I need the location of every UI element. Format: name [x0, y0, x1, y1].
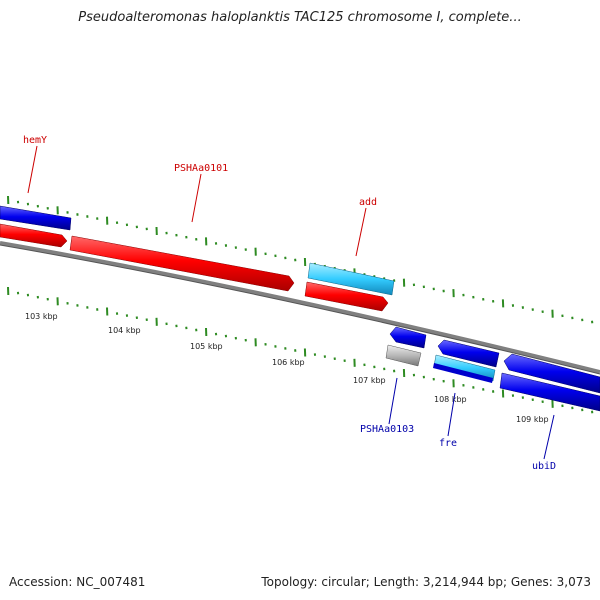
scale-label-106kbp: 106 kbp — [272, 358, 305, 367]
leader-line-ubid — [543, 414, 555, 460]
leader-line-fre — [447, 392, 456, 437]
tick-row-reverse — [7, 286, 594, 414]
gene-label-ubid[interactable]: ubiD — [532, 461, 556, 472]
accession-text: Accession: NC_007481 — [9, 575, 146, 589]
leader-line-add — [355, 207, 367, 257]
tick-row-forward — [7, 195, 594, 324]
leader-line-psha0103 — [388, 377, 398, 425]
gene-label-fre[interactable]: fre — [439, 438, 457, 449]
scale-label-105kbp: 105 kbp — [190, 342, 223, 351]
gene-arrow-blue-3[interactable] — [503, 353, 600, 394]
scale-label-109kbp: 109 kbp — [516, 415, 549, 424]
leader-line-psha0101 — [191, 173, 202, 223]
scale-label-103kbp: 103 kbp — [25, 312, 58, 321]
gene-arrow-psha0101[interactable] — [69, 235, 295, 292]
scale-label-104kbp: 104 kbp — [108, 326, 141, 335]
topology-summary-text: Topology: circular; Length: 3,214,944 bp… — [261, 575, 591, 589]
map-title: Pseudoalteromonas haloplanktis TAC125 ch… — [78, 10, 522, 25]
gene-label-psha0101[interactable]: PSHAa0101 — [174, 163, 228, 174]
leader-line-hemy — [27, 145, 38, 194]
gene-arrow-blue-2[interactable] — [437, 339, 500, 368]
backbone — [0, 241, 600, 374]
gene-arrow-ubid[interactable] — [499, 372, 600, 412]
gene-label-add[interactable]: add — [359, 197, 377, 208]
backbone-shadow — [0, 244, 600, 375]
scale-label-107kbp: 107 kbp — [353, 376, 386, 385]
gene-arrow-add[interactable] — [307, 262, 395, 296]
gene-label-psha0103[interactable]: PSHAa0103 — [360, 424, 414, 435]
scale-label-108kbp: 108 kbp — [434, 395, 467, 404]
gene-arrow-hemy[interactable] — [0, 205, 72, 231]
gene-label-hemy[interactable]: hemY — [23, 135, 47, 146]
gene-arrow-red-2[interactable] — [304, 281, 389, 312]
gene-arrow-psha0103[interactable] — [385, 344, 422, 367]
gene-arrow-blue-1[interactable] — [389, 326, 427, 349]
gene-arrow-red-1[interactable] — [0, 223, 68, 248]
gene-arrow-fre-shadow — [433, 363, 493, 383]
gene-arrow-fre[interactable] — [433, 354, 496, 382]
